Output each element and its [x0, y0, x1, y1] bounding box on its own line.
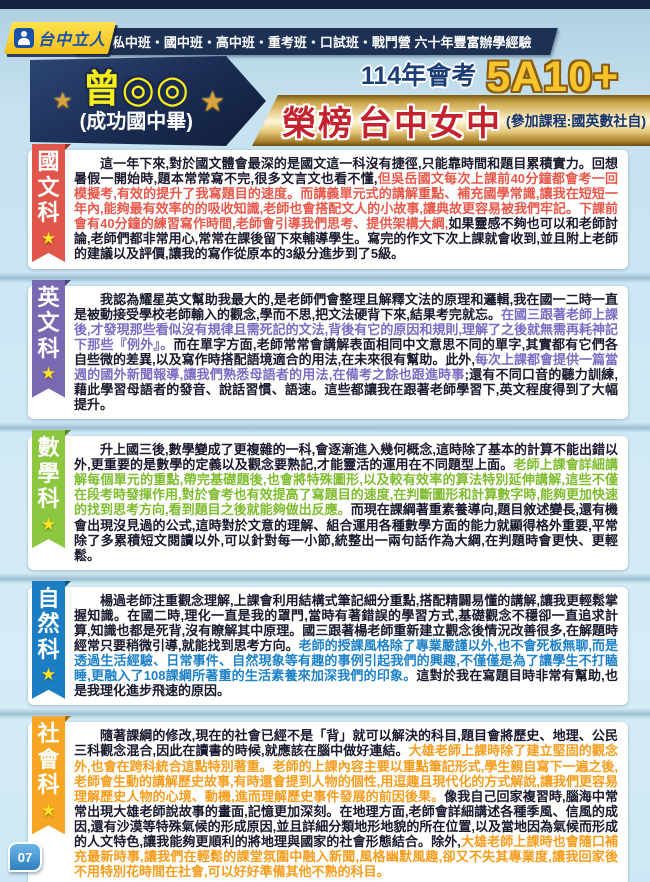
honor-gold-ribbon: 榮榜 台中女中 (參加課程:國英數社自): [252, 95, 650, 146]
section-divider-band: [0, 708, 650, 720]
section-divider-band: [0, 422, 650, 434]
text-run: 而現在課綱著重素養導向,題目敘述變長,還有機會出現沒見過的公式,這時對於文意的理…: [74, 502, 618, 563]
text-run-highlight: 老師的授課風格除了專業嚴謹以外,也不會死板無聊,而是透過生活經驗、日常事件、自然…: [74, 638, 618, 684]
section-divider-band: [0, 271, 650, 283]
honor-school: 台中女中: [358, 105, 502, 143]
subject-label: 社會科: [37, 721, 60, 798]
text-run: 升上國三後,數學變成了更複雜的一科,會逐漸進入幾何概念,這時除了基本的計算不能出…: [74, 442, 618, 473]
page-number-badge: 07: [8, 842, 42, 872]
text-run: 楊過老師注重觀念理解,上課會利用結構式筆記細分重點,搭配精闢易懂的講解,讓我更輕…: [74, 592, 618, 654]
star-icon: ★: [40, 665, 57, 685]
student-nameplate: ★ 曾◎◎ (成功國中畢) ★: [30, 56, 266, 146]
subject-label: 國文科: [37, 149, 60, 226]
text-run-highlight: 大雄老師上課時也會隨口補充最新時事,讓我們在輕鬆的課堂氛圍中融入新聞,風格幽默風…: [74, 833, 618, 880]
page-number: 07: [17, 849, 33, 865]
text-run: 這對於我在寫題目時非常有幫助,也是我理化進步飛速的原因。: [74, 668, 618, 699]
text-run: 而在單字方面,老師常常會講解表面相同中文意思不同的單字,其實都有它們各自些微的差…: [74, 336, 618, 367]
exam-title: 114年會考: [360, 62, 477, 90]
star-icon: ★: [40, 800, 57, 820]
student-name: 曾◎◎: [82, 68, 190, 111]
honor-prefix: 榮榜: [282, 105, 354, 143]
courses-note: (參加課程:國英數社自): [506, 112, 646, 129]
subject-ribbon-math: 數學科 ★: [32, 430, 65, 548]
testimonial-paragraph: 隨著課綱的修改,現在的社會已經不是「背」就可以解決的科目,題目會將歷史、地理、公…: [74, 728, 618, 879]
student-origin-school: (成功國中畢): [79, 110, 193, 133]
testimonial-paragraph: 楊過老師注重觀念理解,上課會利用結構式筆記細分重點,搭配精闢易懂的講解,讓我更輕…: [74, 593, 618, 699]
text-run: 隨著課綱的修改,現在的社會已經不是「背」就可以解決的科目,題目會將歷史、地理、公…: [74, 728, 618, 759]
ribbon-fold: [65, 279, 71, 286]
testimonial-paragraph: 我認為耀星英文幫助我最大的,是老師們會整理且解釋文法的原理和邏輯,我在國一二時一…: [74, 292, 618, 413]
student-name-block: 曾◎◎ (成功國中畢): [80, 71, 193, 132]
text-run: 我認為耀星英文幫助我最大的,是老師們會整理且解釋文法的原理和邏輯,我在國一二時一…: [74, 291, 618, 322]
exam-score: 5A10+: [486, 53, 620, 102]
text-run-highlight: 每次上課都會提供一篇當週的國外新聞報導,讓我們熟悉母語者的用法,在備考之餘也跟進…: [74, 351, 618, 382]
section-english: 英文科 ★ 我認為耀星英文幫助我最大的,是老師們會整理且解釋文法的原理和邏輯,我…: [28, 279, 628, 420]
section-social: 社會科 ★ 隨著課綱的修改,現在的社會已經不是「背」就可以解決的科目,題目會將歷…: [28, 716, 628, 882]
ribbon-fold: [65, 144, 71, 150]
ribbon-fold: [65, 430, 71, 437]
text-run: 如果靈感不夠也可以和老師討論,老師們都非常用心,常常在課後留下來輔導學生。寫完的…: [74, 216, 618, 262]
star-icon: ★: [199, 85, 226, 117]
text-run: 這一年下來,對於國文體會最深的是國文這一科沒有捷徑,只能靠時間和題目累積實力。回…: [74, 156, 618, 187]
star-icon: ★: [40, 364, 57, 384]
subject-ribbon-social: 社會科 ★: [32, 716, 65, 834]
text-run-highlight: 但吳岳國文每次上課前40分鐘都會考一回模擬考,有效的提升了我寫題目的速度。而講義…: [74, 171, 618, 232]
text-run: ;還有不同口音的聽力訓練,藉此學習母語者的發音、說話習慣、語速。這些都讓我在跟著…: [74, 366, 618, 413]
section-science: 自然科 ★ 楊過老師注重觀念理解,上課會利用結構式筆記細分重點,搭配精闢易懂的講…: [28, 580, 628, 706]
section-math: 數學科 ★ 升上國三後,數學變成了更複雜的一科,會逐漸進入幾何概念,這時除了基本…: [28, 430, 628, 570]
ribbon-fold: [65, 716, 71, 723]
section-divider-band: [0, 572, 650, 584]
ribbon-fold: [65, 580, 71, 587]
subject-label: 數學科: [37, 435, 60, 512]
top-navy-bar: [0, 0, 650, 9]
text-run-highlight: 在國三跟著老師上課後,才發現那些看似沒有規律且需死記的文法,背後有它的原因和規則…: [74, 306, 618, 352]
subject-ribbon-chinese: 國文科 ★: [32, 144, 65, 262]
subject-label: 英文科: [37, 284, 60, 361]
text-run: 像我自己回家複習時,腦海中常常出現大雄老師說故事的畫面,記憶更加深刻。在地理方面…: [74, 788, 618, 849]
star-icon: ★: [40, 228, 57, 248]
exam-result-row: 114年會考 5A10+: [330, 52, 650, 102]
testimonial-paragraph: 這一年下來,對於國文體會最深的是國文這一科沒有捷徑,只能靠時間和題目累積實力。回…: [74, 156, 618, 262]
subject-label: 自然科: [37, 585, 60, 662]
subject-ribbon-science: 自然科 ★: [32, 581, 65, 699]
text-run-highlight: 老師上課會詳細講解每個單元的重點,帶完基礎題後,也會將特殊圖形,以及較有效率的算…: [74, 457, 618, 518]
star-icon: ★: [52, 88, 73, 113]
text-run-highlight: 大雄老師上課時除了建立堅固的觀念外,也會在跨科統合這點特別著重。老師的上課內容主…: [74, 743, 618, 804]
section-chinese: 國文科 ★ 這一年下來,對於國文體會最深的是國文這一科沒有捷徑,只能靠時間和題目…: [28, 144, 628, 269]
testimonial-paragraph: 升上國三後,數學變成了更複雜的一科,會逐漸進入幾何概念,這時除了基本的計算不能出…: [74, 442, 618, 563]
subject-ribbon-english: 英文科 ★: [32, 280, 65, 398]
star-icon: ★: [40, 514, 57, 534]
